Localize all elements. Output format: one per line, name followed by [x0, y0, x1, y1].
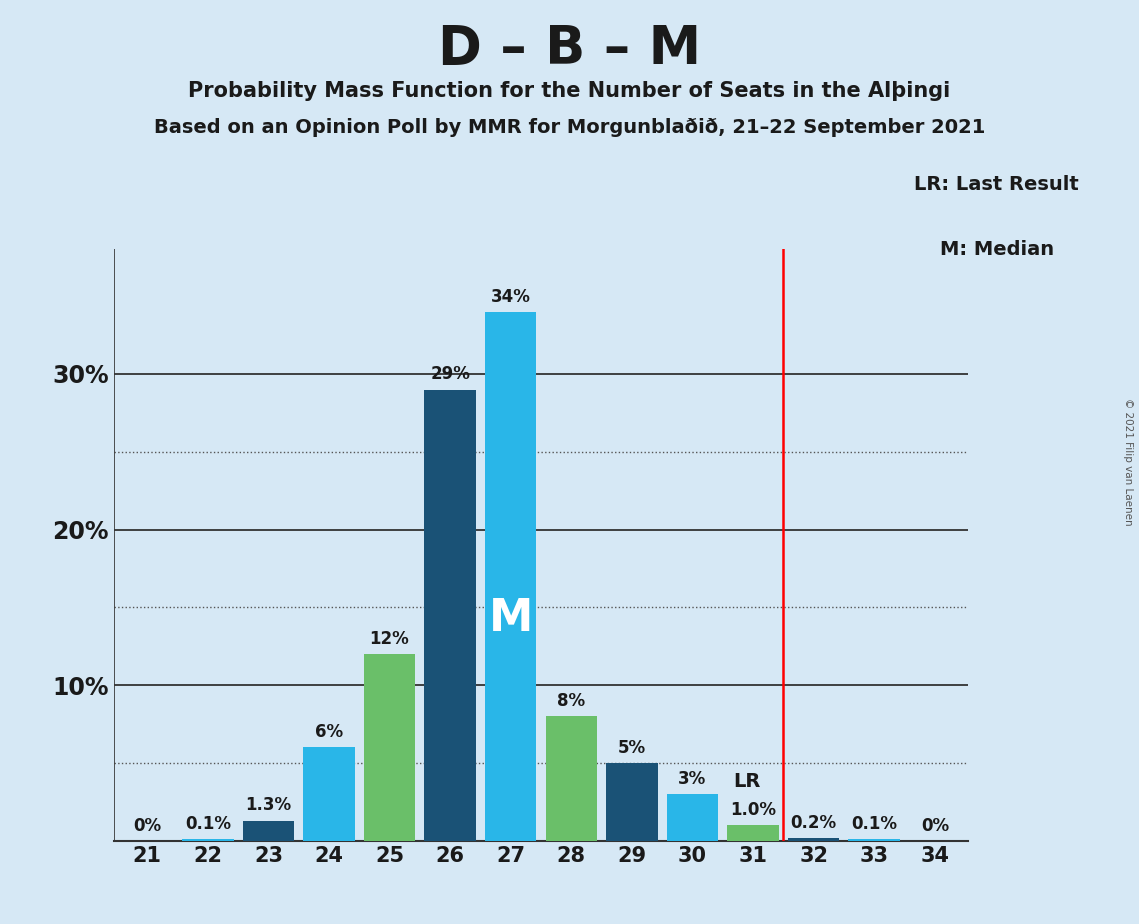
Text: Probability Mass Function for the Number of Seats in the Alþingi: Probability Mass Function for the Number…	[188, 81, 951, 102]
Text: 0.1%: 0.1%	[185, 815, 231, 833]
Text: 0%: 0%	[920, 817, 949, 834]
Bar	[849, 839, 900, 841]
Text: 6%: 6%	[314, 723, 343, 741]
Text: M: M	[489, 597, 533, 640]
Bar	[606, 763, 657, 841]
Text: 8%: 8%	[557, 692, 585, 711]
Text: 0.2%: 0.2%	[790, 813, 837, 832]
Text: 0.1%: 0.1%	[851, 815, 898, 833]
Bar	[788, 838, 839, 841]
Text: 0%: 0%	[133, 817, 162, 834]
Text: 29%: 29%	[431, 365, 470, 383]
Bar	[363, 654, 416, 841]
Text: D – B – M: D – B – M	[437, 23, 702, 75]
Text: 34%: 34%	[491, 287, 531, 306]
Text: © 2021 Filip van Laenen: © 2021 Filip van Laenen	[1123, 398, 1133, 526]
Bar	[666, 794, 719, 841]
Text: LR: Last Result: LR: Last Result	[915, 176, 1079, 194]
Bar	[243, 821, 294, 841]
Text: M: Median: M: Median	[940, 240, 1054, 259]
Text: Based on an Opinion Poll by MMR for Morgunblaðið, 21–22 September 2021: Based on an Opinion Poll by MMR for Morg…	[154, 118, 985, 138]
Bar	[425, 390, 476, 841]
Bar	[182, 839, 233, 841]
Text: 1.3%: 1.3%	[245, 796, 292, 814]
Text: LR: LR	[734, 772, 761, 791]
Text: 1.0%: 1.0%	[730, 801, 776, 819]
Bar	[728, 825, 779, 841]
Bar	[485, 311, 536, 841]
Text: 12%: 12%	[370, 630, 409, 648]
Text: 3%: 3%	[679, 770, 706, 788]
Bar	[303, 748, 354, 841]
Text: 5%: 5%	[617, 739, 646, 757]
Bar	[546, 716, 597, 841]
